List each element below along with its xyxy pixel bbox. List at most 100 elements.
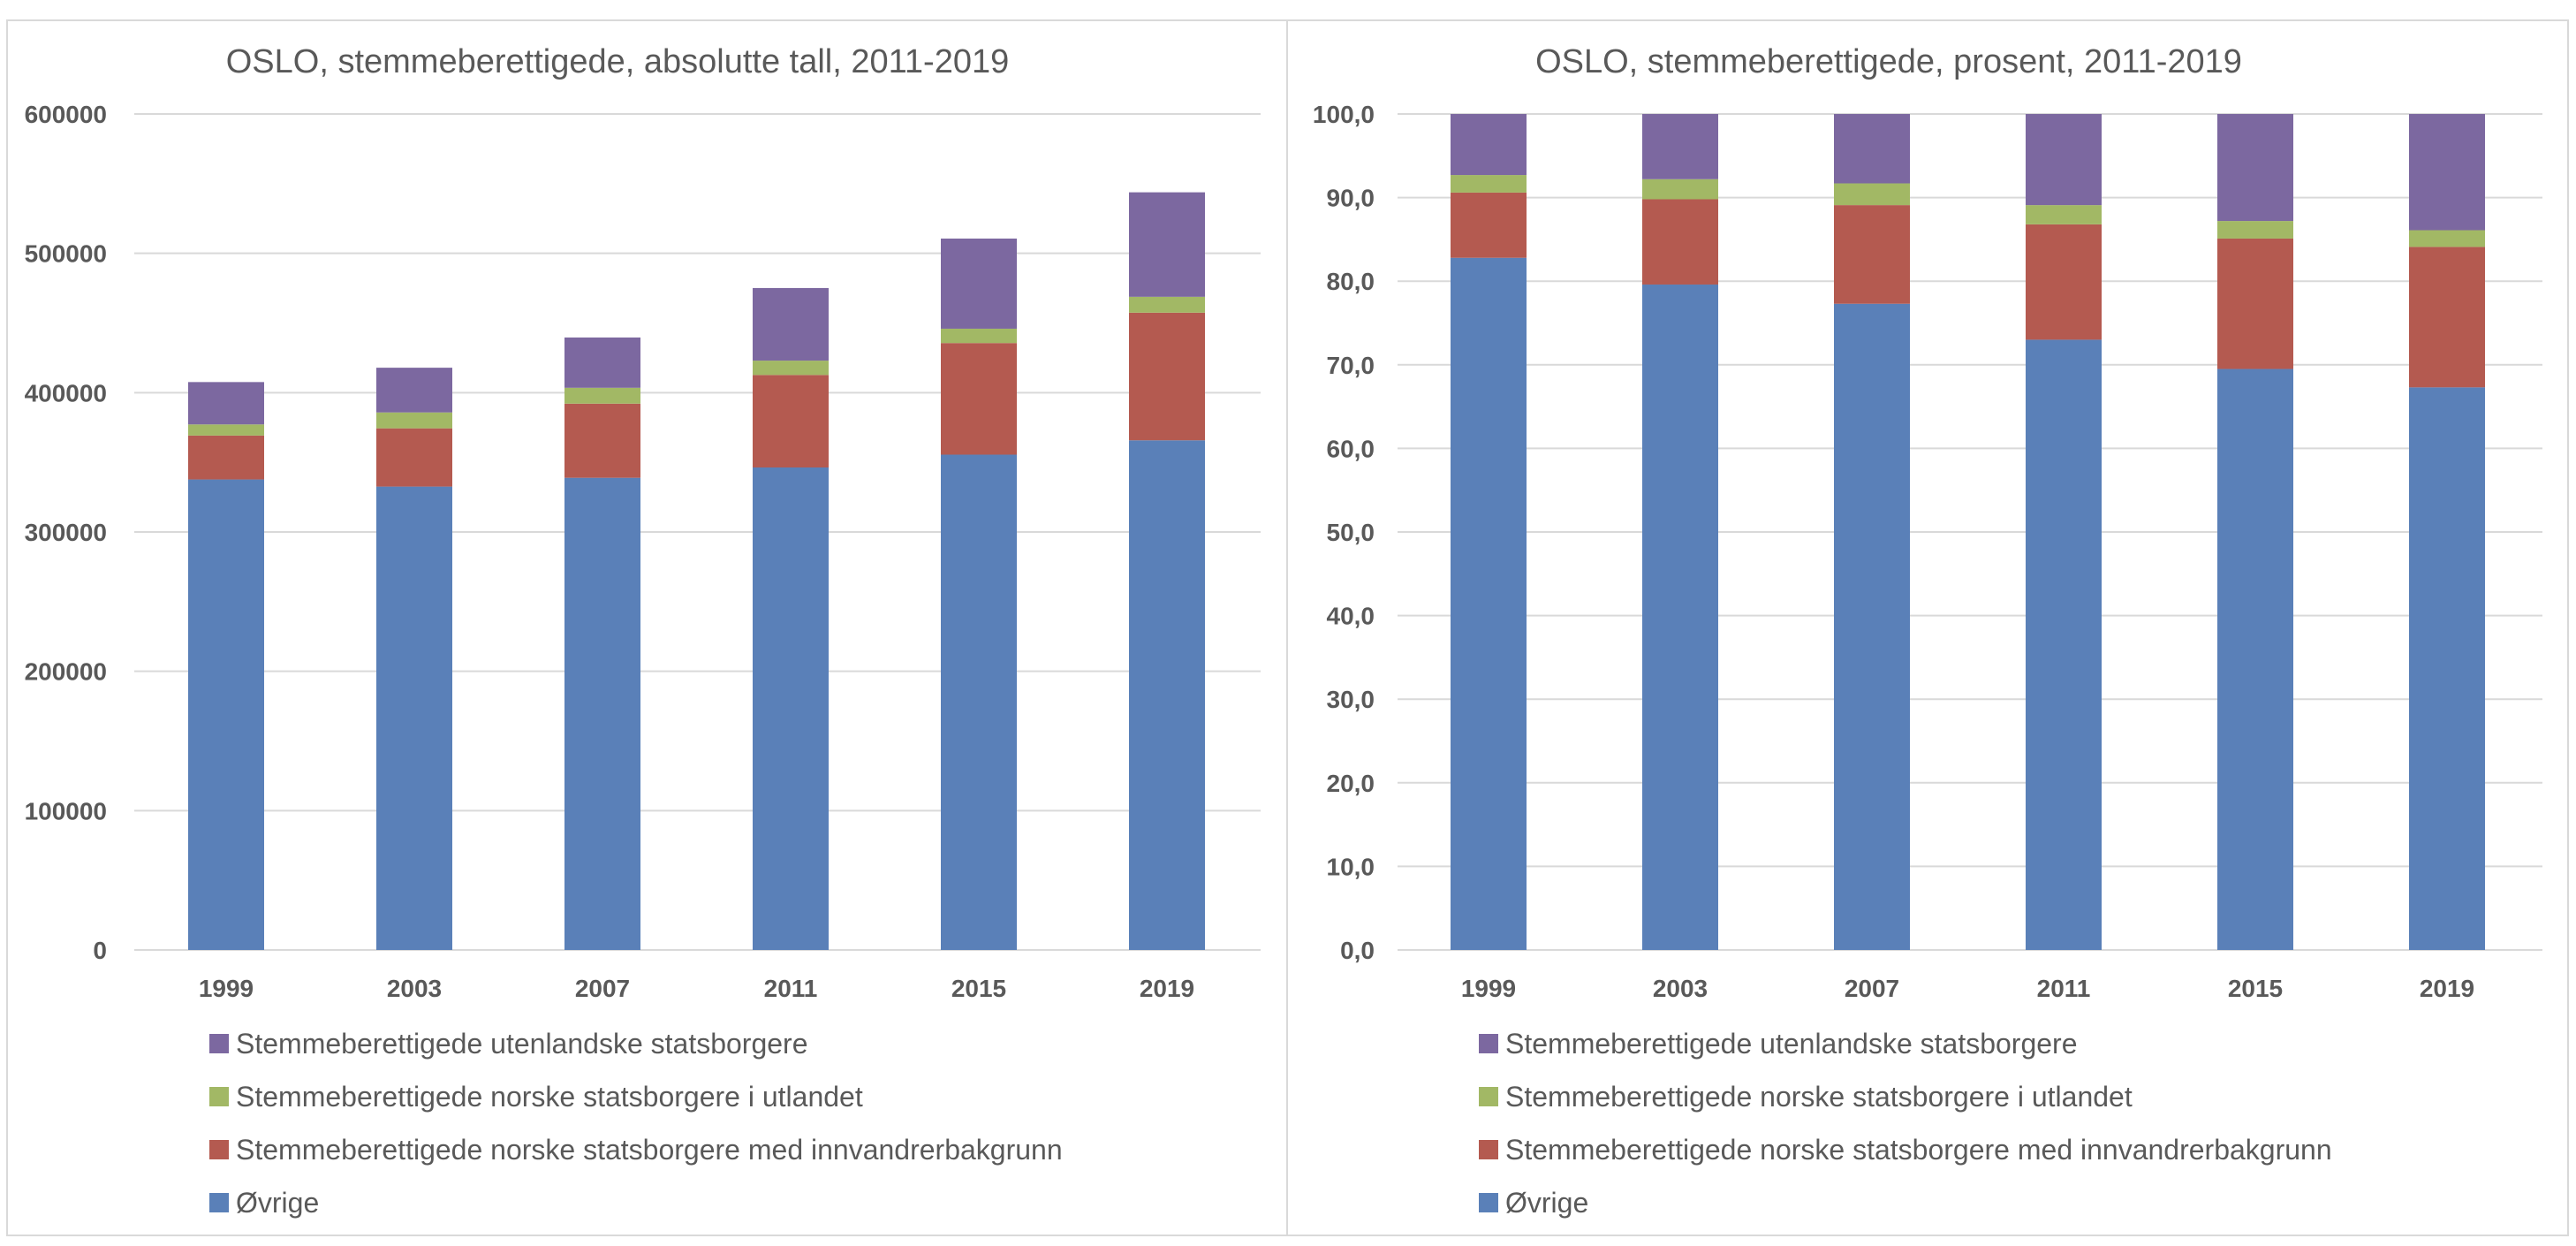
y-tick-label: 100000 — [25, 797, 107, 824]
y-tick-label: 600000 — [25, 101, 107, 128]
bar-segment-utenlandske-1999 — [188, 382, 264, 425]
bar-segment-ovrige-1999 — [1451, 257, 1527, 950]
y-tick-label: 90,0 — [1327, 185, 1375, 212]
x-tick-label: 2007 — [1845, 975, 1899, 1002]
chart-panel-percent: OSLO, stemmeberettigede, prosent, 2011-2… — [1286, 19, 2569, 1236]
x-tick-label: 2003 — [387, 975, 442, 1002]
legend-swatch-ovrige — [209, 1193, 229, 1212]
x-tick-label: 2015 — [951, 975, 1006, 1002]
legend-swatch-utlandet — [209, 1087, 229, 1106]
legend-label: Stemmeberettigede norske statsborgere me… — [236, 1134, 1063, 1166]
bar-segment-innvandrer-2015 — [941, 343, 1017, 455]
chart-absolute: OSLO, stemmeberettigede, absolutte tall,… — [25, 43, 1261, 1219]
legend-swatch-innvandrer — [209, 1140, 229, 1159]
y-tick-label: 0 — [93, 937, 107, 964]
bar-segment-innvandrer-2019 — [2409, 247, 2485, 388]
bar-segment-utlandet-2003 — [1642, 179, 1718, 200]
bar-segment-utlandet-2011 — [2026, 205, 2102, 224]
legend-swatch-utenlandske — [1479, 1034, 1498, 1053]
legend-label: Øvrige — [1505, 1187, 1588, 1219]
bar-segment-ovrige-2007 — [564, 477, 640, 950]
bar-segment-innvandrer-2011 — [753, 375, 829, 468]
bar-segment-ovrige-2003 — [1642, 284, 1718, 950]
bar-segment-innvandrer-2015 — [2217, 238, 2293, 369]
chart-title: OSLO, stemmeberettigede, absolutte tall,… — [226, 43, 1010, 80]
y-tick-label: 100,0 — [1313, 101, 1375, 128]
bar-segment-utenlandske-2015 — [941, 238, 1017, 329]
y-tick-label: 10,0 — [1327, 853, 1375, 880]
bar-segment-utenlandske-2007 — [1834, 114, 1910, 184]
bar-segment-utlandet-2007 — [564, 387, 640, 404]
x-tick-label: 2019 — [1140, 975, 1194, 1002]
legend-label: Stemmeberettigede norske statsborgere i … — [1505, 1081, 2133, 1113]
x-tick-label: 2011 — [2037, 975, 2091, 1002]
bar-segment-ovrige-2019 — [1129, 440, 1205, 950]
y-tick-label: 50,0 — [1327, 519, 1375, 546]
bar-segment-utlandet-1999 — [1451, 175, 1527, 193]
bar-segment-ovrige-2011 — [753, 467, 829, 950]
y-tick-label: 60,0 — [1327, 435, 1375, 462]
bar-segment-utenlandske-2019 — [2409, 114, 2485, 231]
bar-segment-utenlandske-2007 — [564, 337, 640, 388]
y-tick-label: 70,0 — [1327, 352, 1375, 379]
bar-segment-utlandet-2015 — [2217, 221, 2293, 239]
y-tick-label: 20,0 — [1327, 770, 1375, 797]
bar-segment-innvandrer-1999 — [188, 435, 264, 480]
bar-segment-utlandet-2003 — [376, 412, 452, 429]
bar-segment-innvandrer-1999 — [1451, 192, 1527, 258]
bar-segment-ovrige-2003 — [376, 486, 452, 950]
bar-segment-utlandet-2019 — [1129, 296, 1205, 313]
bar-segment-utenlandske-1999 — [1451, 114, 1527, 176]
x-tick-label: 2011 — [764, 975, 818, 1002]
legend-label: Øvrige — [236, 1187, 319, 1219]
x-tick-label: 2003 — [1653, 975, 1708, 1002]
bar-segment-utenlandske-2003 — [1642, 114, 1718, 179]
bar-segment-utlandet-2019 — [2409, 230, 2485, 247]
legend-swatch-utlandet — [1479, 1087, 1498, 1106]
bar-segment-utlandet-2015 — [941, 328, 1017, 344]
bar-segment-utenlandske-2019 — [1129, 192, 1205, 297]
bar-segment-utenlandske-2011 — [2026, 114, 2102, 206]
legend-swatch-innvandrer — [1479, 1140, 1498, 1159]
x-tick-label: 2015 — [2228, 975, 2283, 1002]
bar-segment-innvandrer-2019 — [1129, 312, 1205, 441]
y-tick-label: 80,0 — [1327, 268, 1375, 295]
bar-segment-utlandet-2007 — [1834, 183, 1910, 206]
x-tick-label: 2007 — [575, 975, 630, 1002]
bar-segment-ovrige-1999 — [188, 479, 264, 950]
bar-segment-innvandrer-2007 — [1834, 205, 1910, 304]
legend-label: Stemmeberettigede utenlandske statsborge… — [236, 1028, 808, 1060]
legend-swatch-utenlandske — [209, 1034, 229, 1053]
bar-segment-utlandet-2011 — [753, 361, 829, 376]
bar-segment-utenlandske-2003 — [376, 368, 452, 413]
y-tick-label: 200000 — [25, 658, 107, 686]
y-tick-label: 500000 — [25, 240, 107, 268]
bar-segment-utenlandske-2011 — [753, 287, 829, 361]
bar-segment-ovrige-2011 — [2026, 339, 2102, 950]
bar-segment-utlandet-1999 — [188, 424, 264, 436]
x-tick-label: 1999 — [1461, 975, 1516, 1002]
legend-label: Stemmeberettigede norske statsborgere me… — [1505, 1134, 2332, 1166]
y-tick-label: 30,0 — [1327, 686, 1375, 713]
y-tick-label: 400000 — [25, 379, 107, 406]
legend-label: Stemmeberettigede norske statsborgere i … — [236, 1081, 863, 1113]
y-tick-label: 40,0 — [1327, 603, 1375, 630]
bar-segment-ovrige-2015 — [941, 454, 1017, 950]
bar-segment-utenlandske-2015 — [2217, 114, 2293, 222]
chart-percent: OSLO, stemmeberettigede, prosent, 2011-2… — [1313, 43, 2542, 1219]
bar-segment-innvandrer-2011 — [2026, 224, 2102, 340]
x-tick-label: 1999 — [199, 975, 254, 1002]
bar-segment-ovrige-2015 — [2217, 368, 2293, 950]
x-tick-label: 2019 — [2420, 975, 2474, 1002]
legend-label: Stemmeberettigede utenlandske statsborge… — [1505, 1028, 2078, 1060]
y-tick-label: 300000 — [25, 519, 107, 546]
bar-segment-ovrige-2007 — [1834, 303, 1910, 950]
legend-swatch-ovrige — [1479, 1193, 1498, 1212]
bar-segment-innvandrer-2007 — [564, 403, 640, 478]
bar-segment-ovrige-2019 — [2409, 387, 2485, 950]
chart-title: OSLO, stemmeberettigede, prosent, 2011-2… — [1535, 43, 2242, 80]
chart-panel-absolute: OSLO, stemmeberettigede, absolutte tall,… — [6, 19, 1288, 1236]
bar-segment-innvandrer-2003 — [1642, 199, 1718, 285]
bar-segment-innvandrer-2003 — [376, 428, 452, 487]
y-tick-label: 0,0 — [1340, 937, 1375, 964]
